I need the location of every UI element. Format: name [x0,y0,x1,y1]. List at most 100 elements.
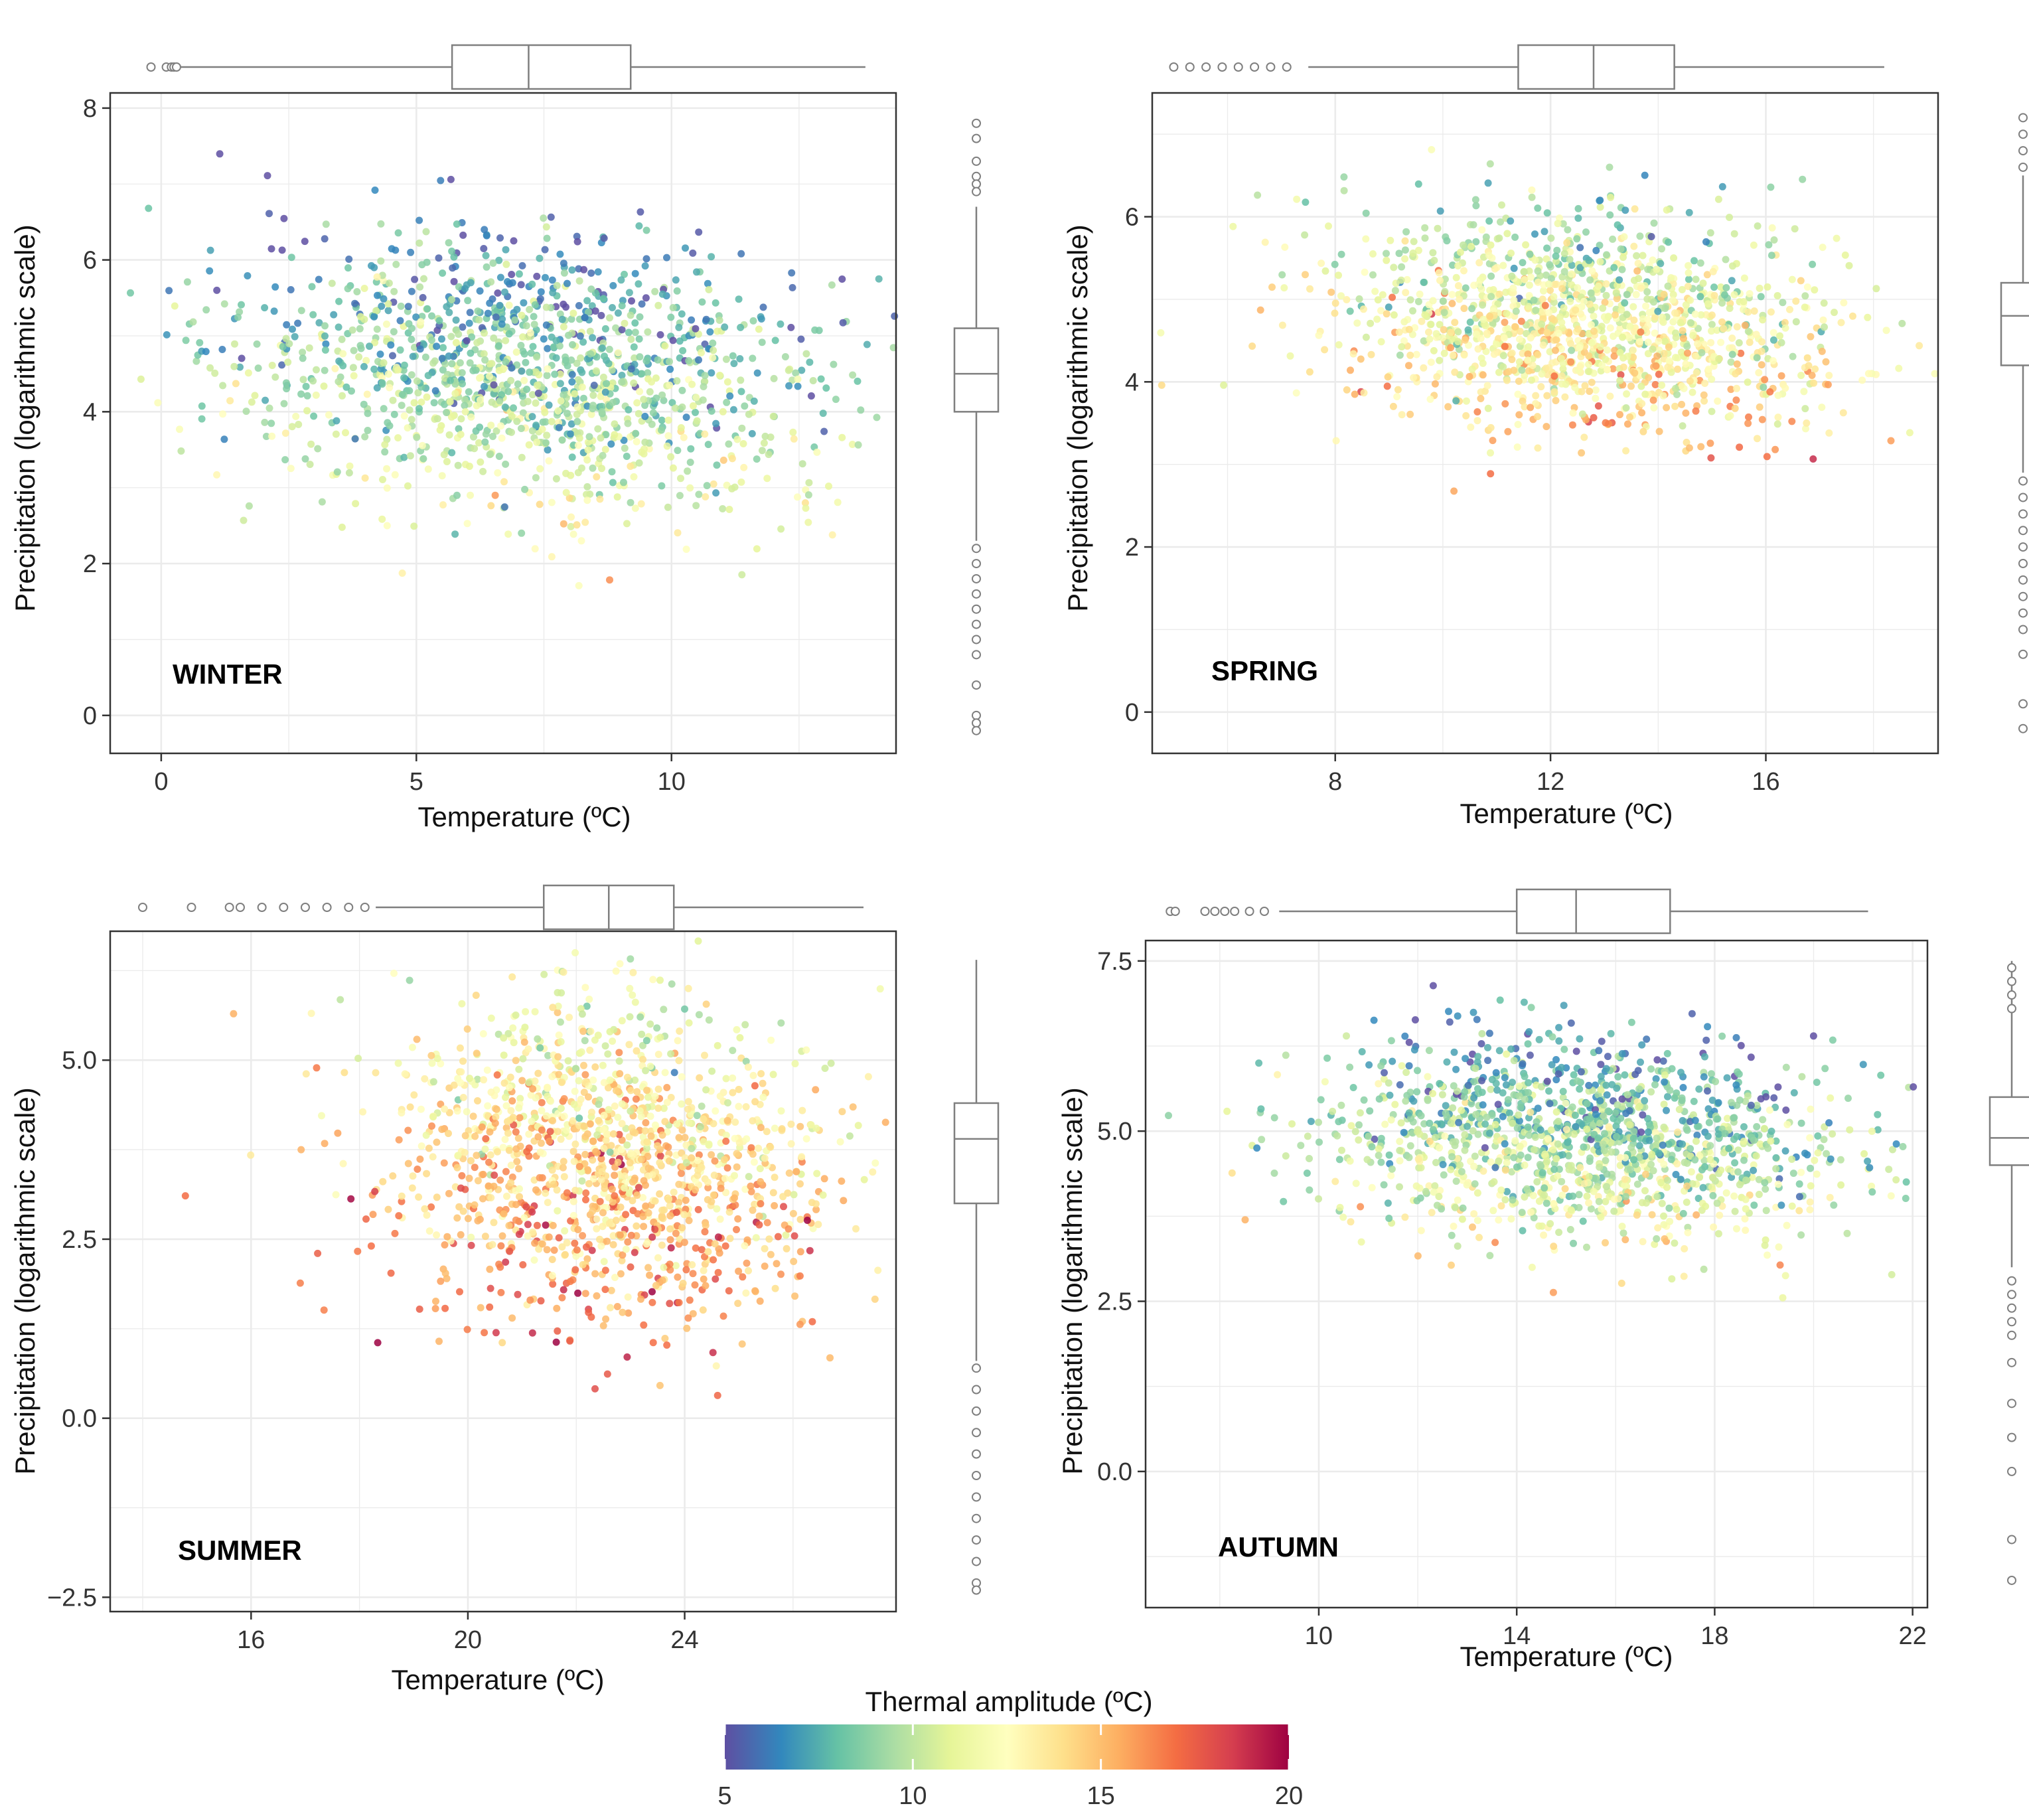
scatter-point [1663,1049,1671,1057]
scatter-point [1337,250,1345,258]
scatter-point [271,283,279,291]
scatter-point [564,1057,572,1065]
y-boxplot-outlier [972,1363,981,1373]
scatter-point [1763,453,1771,461]
scatter-point [1578,410,1586,418]
scatter-point [1702,311,1710,319]
scatter-point [698,1102,706,1110]
scatter-point [1538,320,1546,328]
scatter-point [1728,277,1736,285]
scatter-point [1765,241,1773,249]
scatter-point [1606,163,1614,171]
scatter-point [656,976,664,984]
scatter-point [566,1337,574,1345]
scatter-point [1813,1170,1821,1178]
scatter-point [708,1197,715,1205]
scatter-point [1544,370,1551,378]
scatter-point [624,1238,632,1246]
scatter-point [552,475,560,483]
scatter-point [560,1095,568,1102]
scatter-point [593,473,601,481]
scatter-point [682,1196,690,1204]
scatter-point [1707,1070,1715,1078]
scatter-point [526,368,534,376]
scatter-point [1622,404,1630,412]
scatter-point [560,1173,568,1181]
scatter-point [518,367,526,375]
scatter-point [1455,1118,1463,1126]
y-tick-label: −2.5 [47,1584,97,1612]
scatter-point [1392,279,1400,287]
scatter-point [1526,250,1534,258]
scatter-point [1492,341,1500,348]
scatter-point [447,175,455,183]
scatter-point [404,1160,412,1168]
x-tick-label: 16 [237,1626,265,1654]
scatter-point [787,1140,795,1148]
scatter-point [1683,342,1691,350]
scatter-point [450,1081,458,1089]
scatter-point [1672,384,1679,392]
scatter-point [1302,198,1310,206]
scatter-point [568,378,576,386]
scatter-point [560,968,567,976]
scatter-point [599,344,606,352]
scatter-point [513,417,521,425]
scatter-point [496,1176,504,1184]
scatter-point [492,1105,500,1113]
scatter-point [1706,439,1714,447]
scatter-point [533,1221,541,1229]
scatter-point [763,475,771,483]
scatter-point [1525,291,1533,299]
scatter-point [575,1077,583,1085]
scatter-point [510,237,518,245]
scatter-point [797,335,805,343]
scatter-point [1566,297,1574,305]
scatter-point [1629,353,1637,361]
scatter-point [575,277,583,285]
scatter-point [1588,306,1595,314]
scatter-point [1916,342,1923,350]
scatter-point [1534,444,1542,452]
scatter-point [288,423,296,431]
scatter-point [1472,331,1480,338]
scatter-point [487,1194,495,1201]
scatter-point [441,1269,449,1277]
scatter-point [1539,341,1547,349]
scatter-point [759,1093,767,1101]
scatter-point [702,1282,710,1290]
scatter-point [1616,411,1623,419]
scatter-point [1771,445,1779,453]
scatter-point [654,1142,661,1150]
scatter-point [1460,305,1468,313]
scatter-point [1621,299,1629,307]
scatter-point [679,1280,687,1287]
spring-x-axis-title: Temperature (ºC) [1460,798,1673,829]
scatter-point [213,286,221,294]
scatter-point [620,479,627,487]
scatter-point [759,1079,767,1087]
scatter-point [622,1124,630,1132]
scatter-point [1362,333,1370,341]
scatter-point [1508,272,1516,280]
scatter-point [521,485,529,493]
scatter-point [666,365,674,373]
scatter-point [1479,359,1487,367]
scatter-point [518,453,526,461]
scatter-point [583,496,591,504]
scatter-point [589,1207,597,1215]
scatter-point [1602,291,1610,299]
scatter-point [689,402,697,410]
scatter-point [1248,342,1256,350]
scatter-point [622,1211,630,1219]
scatter-point [670,1188,678,1196]
scatter-point [677,424,685,431]
scatter-point [473,1049,481,1057]
scatter-point [599,1209,607,1217]
scatter-point [555,1031,563,1039]
scatter-point [427,1203,435,1211]
scatter-point [832,396,840,404]
scatter-point [1822,358,1830,366]
scatter-point [268,432,276,440]
scatter-point [1599,304,1607,312]
